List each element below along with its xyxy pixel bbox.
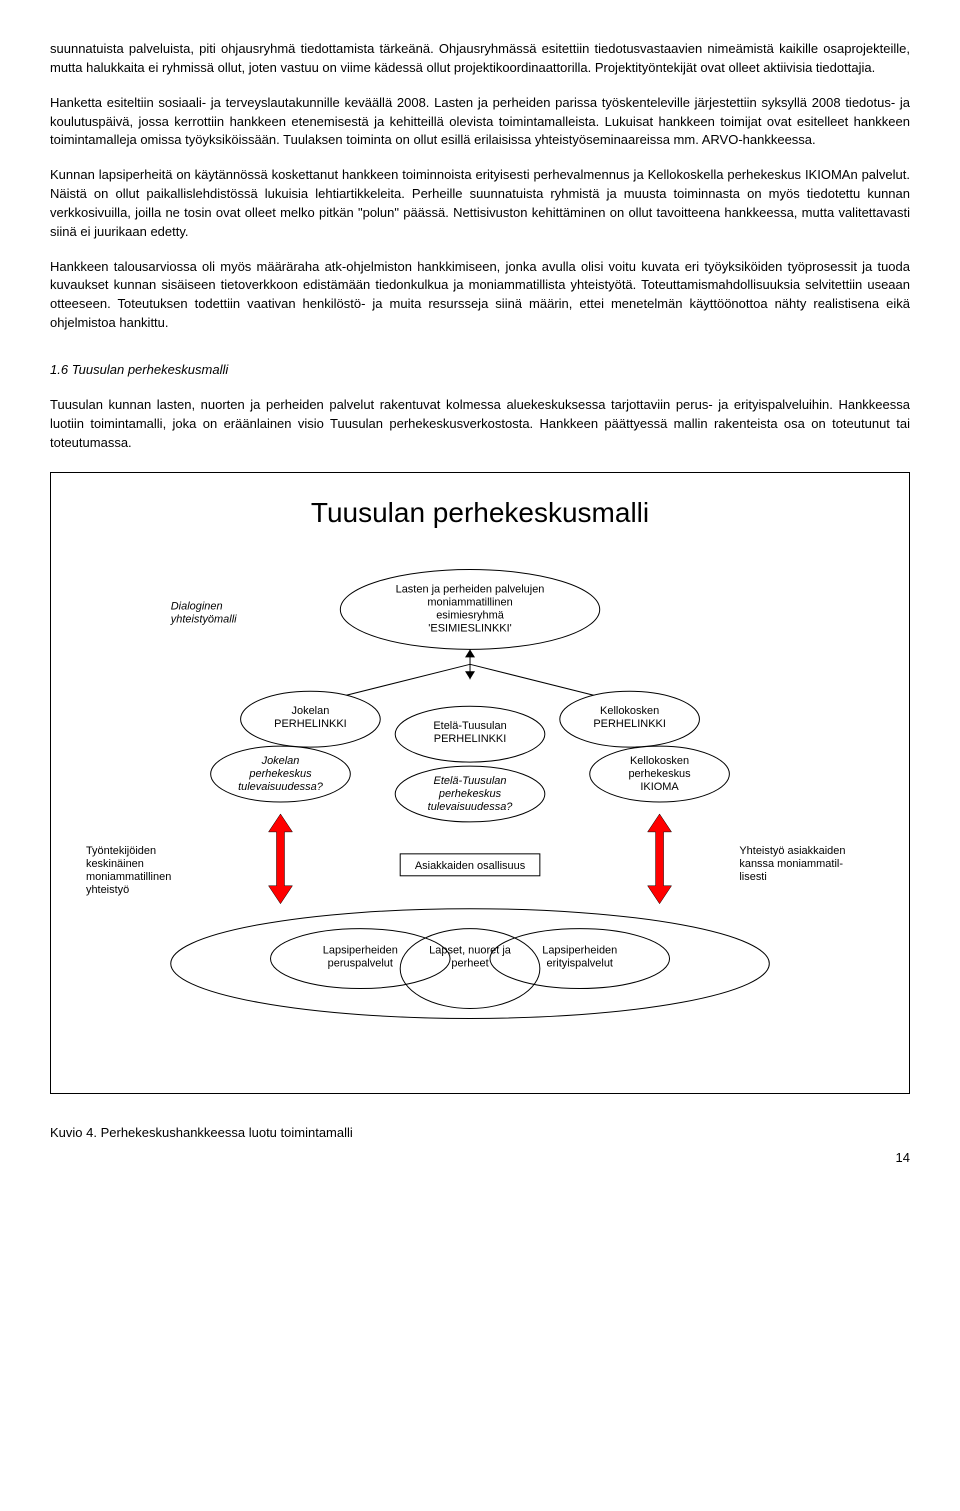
kello-p-l1: Kellokosken <box>600 705 659 717</box>
red-arrow-right <box>648 814 672 904</box>
top-node-l1: Lasten ja perheiden palvelujen <box>396 583 545 595</box>
paragraph-1: suunnatuista palveluista, piti ohjausryh… <box>50 40 910 78</box>
etela-pk-l2: perhekeskus <box>438 788 502 800</box>
kello-p-l2: PERHELINKKI <box>593 718 666 730</box>
diagram-container: Tuusulan perhekeskusmalli Dialoginen yht… <box>50 472 910 1094</box>
kello-pk-l2: perhekeskus <box>628 768 691 780</box>
paragraph-2: Hanketta esiteltiin sosiaali- ja terveys… <box>50 94 910 151</box>
etela-pk-l3: tulevaisuudessa? <box>428 801 514 813</box>
right-side-l1: Yhteistyö asiakkaiden <box>739 845 845 857</box>
jokelan-pk-l1: Jokelan <box>261 755 300 767</box>
diagram-title: Tuusulan perhekeskusmalli <box>71 493 889 534</box>
asiakkaiden-label: Asiakkaiden osallisuus <box>415 860 526 872</box>
jokelan-pk-l2: perhekeskus <box>248 768 312 780</box>
paragraph-4: Hankkeen talousarviossa oli myös määrära… <box>50 258 910 333</box>
etela-pk-l1: Etelä-Tuusulan <box>434 775 507 787</box>
paragraph-3: Kunnan lapsiperheitä on käytännössä kosk… <box>50 166 910 241</box>
left-side-l3: moniammatillinen <box>86 871 171 883</box>
top-node-l3: esimiesryhmä <box>436 609 505 621</box>
jokelan-p-l1: Jokelan <box>292 705 330 717</box>
page-number: 14 <box>50 1149 910 1168</box>
section-intro: Tuusulan kunnan lasten, nuorten ja perhe… <box>50 396 910 453</box>
bottom-right-l2: erityispalvelut <box>547 958 613 970</box>
section-title-text: Tuusulan perhekeskusmalli <box>72 362 229 377</box>
left-side-l1: Työntekijöiden <box>86 845 156 857</box>
etela-p-l1: Etelä-Tuusulan <box>433 720 506 732</box>
red-arrow-left <box>269 814 293 904</box>
etela-p-l2: PERHELINKKI <box>434 733 507 745</box>
bottom-mid-l2: perheet <box>451 958 488 970</box>
diagram-svg: Dialoginen yhteistyömalli Lasten ja perh… <box>71 554 889 1034</box>
kello-pk-l1: Kellokosken <box>630 755 689 767</box>
right-side-l3: lisesti <box>739 871 766 883</box>
left-side-l4: yhteistyö <box>86 884 129 896</box>
top-link-arrow-up <box>465 649 475 657</box>
left-side-l2: keskinäinen <box>86 858 144 870</box>
dialog-label-1: Dialoginen <box>171 600 223 612</box>
bottom-left-l1: Lapsiperheiden <box>323 945 398 957</box>
section-number: 1.6 <box>50 362 68 377</box>
jokelan-pk-l3: tulevaisuudessa? <box>238 781 324 793</box>
top-node-l2: moniammatillinen <box>427 596 512 608</box>
section-heading: 1.6 Tuusulan perhekeskusmalli <box>50 361 910 380</box>
bottom-left-l2: peruspalvelut <box>328 958 393 970</box>
top-link-arrow-down <box>465 671 475 679</box>
top-node-l4: 'ESIMIESLINKKI' <box>428 622 511 634</box>
dialog-label-2: yhteistyömalli <box>170 613 237 625</box>
kello-pk-l3: IKIOMA <box>640 781 679 793</box>
bottom-mid-l1: Lapset, nuoret ja <box>429 945 512 957</box>
bottom-right-l1: Lapsiperheiden <box>542 945 617 957</box>
jokelan-p-l2: PERHELINKKI <box>274 718 347 730</box>
right-side-l2: kanssa moniammatil- <box>739 858 843 870</box>
figure-caption: Kuvio 4. Perhekeskushankkeessa luotu toi… <box>50 1124 910 1143</box>
